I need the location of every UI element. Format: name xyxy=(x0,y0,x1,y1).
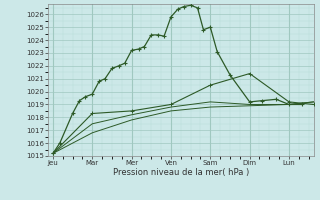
X-axis label: Pression niveau de la mer( hPa ): Pression niveau de la mer( hPa ) xyxy=(113,168,249,177)
